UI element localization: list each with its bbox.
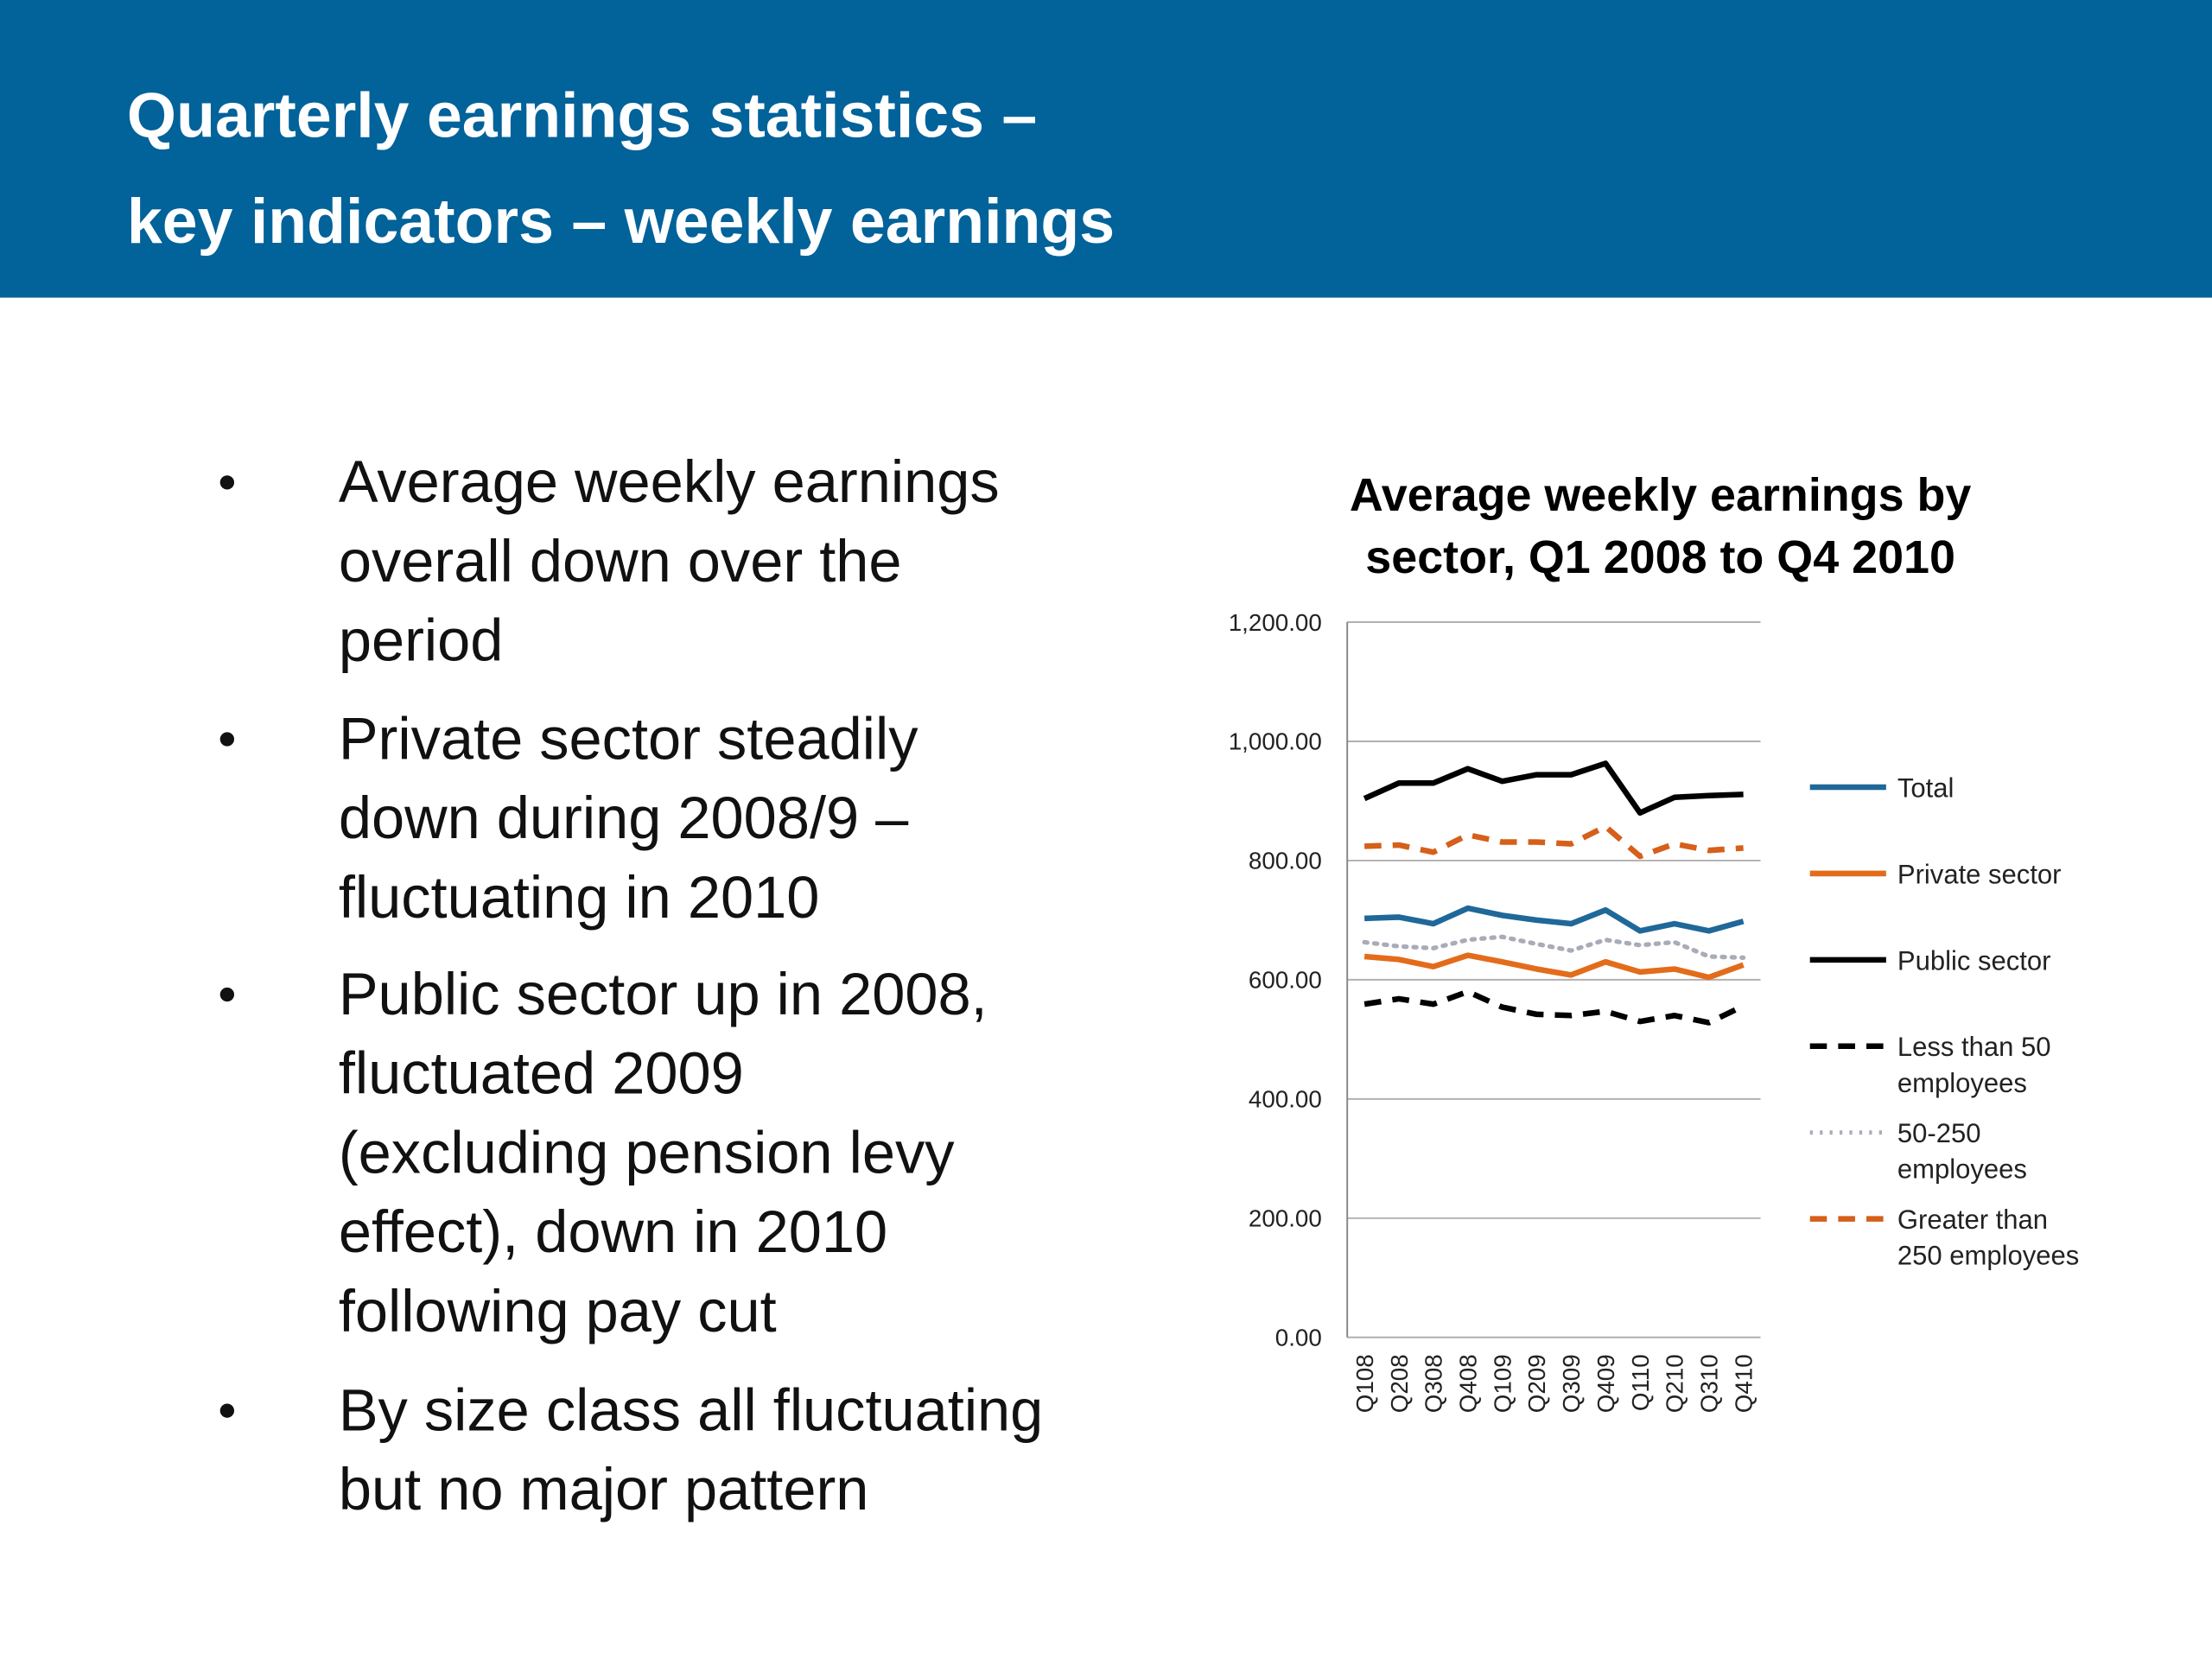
series-line xyxy=(1364,823,1744,860)
x-tick-label: Q408 xyxy=(1455,1354,1482,1413)
chart-title: sector, Q1 2008 to Q4 2010 xyxy=(1365,531,1955,583)
series-line xyxy=(1363,988,1745,1026)
y-tick-label: 1,000.00 xyxy=(1229,728,1322,755)
bullet-text: down during 2008/9 – xyxy=(339,785,909,851)
x-tick-label: Q208 xyxy=(1386,1354,1413,1413)
y-tick-label: 800.00 xyxy=(1249,848,1322,874)
bullet-text: following pay cut xyxy=(339,1278,777,1344)
x-tick-label: Q310 xyxy=(1696,1354,1723,1413)
bullet-text: fluctuated 2009 xyxy=(339,1040,744,1107)
bullet-dot xyxy=(219,732,235,747)
legend-label: Total xyxy=(1897,772,1955,803)
bullet-dot xyxy=(219,475,235,490)
y-tick-label: 600.00 xyxy=(1249,967,1322,994)
series-line xyxy=(1364,905,1745,934)
legend-label: Public sector xyxy=(1897,945,2051,976)
bullet-text: By size class all fluctuating xyxy=(339,1377,1043,1444)
bullet-text: but no major pattern xyxy=(339,1456,869,1522)
legend-label: Less than 50 employees xyxy=(1897,1032,2058,1098)
series-line xyxy=(1362,934,1746,960)
legend-label: Private sector xyxy=(1897,859,2062,889)
legend-label: Greater than 250 employees xyxy=(1897,1205,2079,1271)
slide-title: Quarterly earnings statistics – xyxy=(127,79,1037,150)
bullet-text: Public sector up in 2008, xyxy=(339,961,988,1027)
x-tick-label: Q210 xyxy=(1662,1354,1688,1413)
x-tick-label: Q209 xyxy=(1523,1354,1550,1413)
bullet-dot xyxy=(219,987,235,1002)
x-tick-label: Q108 xyxy=(1351,1354,1378,1413)
series-line xyxy=(1363,760,1744,817)
y-tick-label: 400.00 xyxy=(1249,1086,1322,1113)
bullet-text: fluctuating in 2010 xyxy=(339,864,820,931)
bullet-text: Average weekly earnings xyxy=(339,448,1000,515)
bullet-text: Private sector steadily xyxy=(339,705,918,772)
y-tick-label: 200.00 xyxy=(1249,1205,1322,1232)
x-tick-label: Q110 xyxy=(1627,1354,1654,1411)
x-tick-label: Q410 xyxy=(1730,1354,1757,1413)
x-tick-label: Q109 xyxy=(1489,1354,1516,1413)
header-band xyxy=(0,0,2212,298)
series-line xyxy=(1363,952,1745,981)
legend-label: 50-250 employees xyxy=(1897,1118,2027,1185)
y-tick-label: 0.00 xyxy=(1275,1325,1322,1351)
x-tick-label: Q308 xyxy=(1421,1354,1447,1413)
bullet-text: period xyxy=(339,607,504,674)
chart-title: Average weekly earnings by xyxy=(1350,469,1972,521)
slide-title: key indicators – weekly earnings xyxy=(127,185,1115,257)
y-tick-label: 1,200.00 xyxy=(1229,609,1322,636)
x-tick-label: Q409 xyxy=(1592,1354,1619,1413)
bullet-text: effect), down in 2010 xyxy=(339,1198,887,1265)
bullet-text: overall down over the xyxy=(339,528,902,594)
bullet-text: (excluding pension levy xyxy=(339,1119,955,1185)
x-tick-label: Q309 xyxy=(1558,1354,1585,1413)
bullet-dot xyxy=(219,1403,235,1418)
